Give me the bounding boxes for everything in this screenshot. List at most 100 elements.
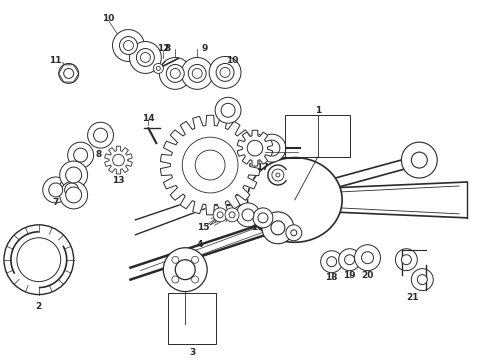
Text: 15: 15: [197, 223, 209, 232]
Circle shape: [253, 208, 273, 228]
Text: 3: 3: [189, 348, 196, 357]
Circle shape: [221, 103, 235, 117]
Circle shape: [188, 64, 206, 82]
Circle shape: [66, 167, 82, 183]
Circle shape: [229, 212, 235, 218]
Circle shape: [412, 269, 433, 291]
Circle shape: [64, 68, 74, 78]
Circle shape: [215, 97, 241, 123]
Circle shape: [175, 260, 195, 280]
Circle shape: [243, 134, 271, 162]
Text: 11: 11: [49, 56, 62, 65]
Circle shape: [60, 161, 88, 189]
Circle shape: [186, 140, 235, 190]
Circle shape: [247, 140, 263, 156]
Circle shape: [192, 256, 198, 263]
Circle shape: [264, 140, 280, 156]
Circle shape: [17, 238, 61, 282]
Circle shape: [276, 173, 280, 177]
Circle shape: [412, 152, 427, 168]
Text: 5: 5: [225, 104, 231, 113]
Circle shape: [344, 255, 355, 265]
Circle shape: [236, 203, 260, 227]
Circle shape: [172, 276, 179, 283]
Circle shape: [141, 53, 150, 62]
Text: 2: 2: [36, 302, 42, 311]
Circle shape: [123, 41, 133, 50]
Circle shape: [43, 177, 69, 203]
Bar: [168, 293, 216, 345]
Circle shape: [249, 140, 265, 156]
Text: 8: 8: [96, 150, 102, 159]
Text: 13: 13: [112, 176, 125, 185]
Circle shape: [59, 63, 78, 84]
Text: 18: 18: [325, 273, 338, 282]
Circle shape: [213, 208, 227, 222]
Text: 17: 17: [256, 163, 268, 172]
Circle shape: [60, 181, 88, 209]
Text: 1: 1: [315, 106, 321, 115]
Circle shape: [220, 67, 230, 77]
Circle shape: [192, 276, 198, 283]
Circle shape: [129, 41, 161, 73]
Circle shape: [355, 245, 380, 271]
Text: 19: 19: [343, 271, 356, 280]
Circle shape: [113, 30, 145, 62]
Text: 7: 7: [52, 198, 59, 207]
Circle shape: [136, 49, 154, 67]
Circle shape: [339, 249, 361, 271]
Circle shape: [195, 150, 225, 180]
Circle shape: [172, 256, 179, 263]
Circle shape: [321, 251, 343, 273]
Circle shape: [182, 137, 238, 193]
Text: 14: 14: [142, 114, 155, 123]
Text: 16: 16: [251, 223, 263, 232]
Circle shape: [59, 177, 85, 203]
Circle shape: [166, 64, 184, 82]
Polygon shape: [160, 115, 260, 215]
Text: 10: 10: [226, 56, 238, 65]
Circle shape: [156, 67, 160, 71]
Circle shape: [181, 58, 213, 89]
Circle shape: [286, 225, 302, 241]
Circle shape: [4, 225, 74, 294]
Circle shape: [74, 148, 88, 162]
Circle shape: [417, 275, 427, 285]
Circle shape: [163, 248, 207, 292]
Text: 4: 4: [197, 240, 203, 249]
Circle shape: [401, 142, 437, 178]
Circle shape: [225, 208, 239, 222]
Circle shape: [94, 128, 107, 142]
Circle shape: [88, 122, 114, 148]
Circle shape: [327, 257, 337, 267]
Circle shape: [153, 63, 163, 73]
Circle shape: [271, 221, 285, 235]
Circle shape: [171, 68, 180, 78]
Circle shape: [258, 213, 268, 223]
Bar: [285, 115, 349, 157]
Text: 10: 10: [102, 14, 115, 23]
Circle shape: [68, 142, 94, 168]
Circle shape: [258, 134, 286, 162]
Circle shape: [291, 230, 297, 236]
Circle shape: [362, 252, 373, 264]
Text: 9: 9: [74, 170, 80, 179]
Circle shape: [65, 183, 78, 197]
Ellipse shape: [247, 158, 342, 242]
Text: 6: 6: [254, 148, 260, 157]
Circle shape: [49, 183, 63, 197]
Circle shape: [216, 63, 234, 81]
Text: 8: 8: [164, 44, 171, 53]
Circle shape: [120, 37, 137, 54]
Circle shape: [272, 169, 284, 181]
Circle shape: [113, 154, 124, 166]
Circle shape: [192, 68, 202, 78]
Circle shape: [242, 209, 254, 221]
Circle shape: [262, 212, 294, 244]
Text: 21: 21: [406, 293, 418, 302]
Polygon shape: [237, 130, 272, 166]
Text: 9: 9: [202, 44, 208, 53]
Text: 12: 12: [157, 44, 170, 53]
Circle shape: [209, 57, 241, 88]
Circle shape: [159, 58, 191, 89]
